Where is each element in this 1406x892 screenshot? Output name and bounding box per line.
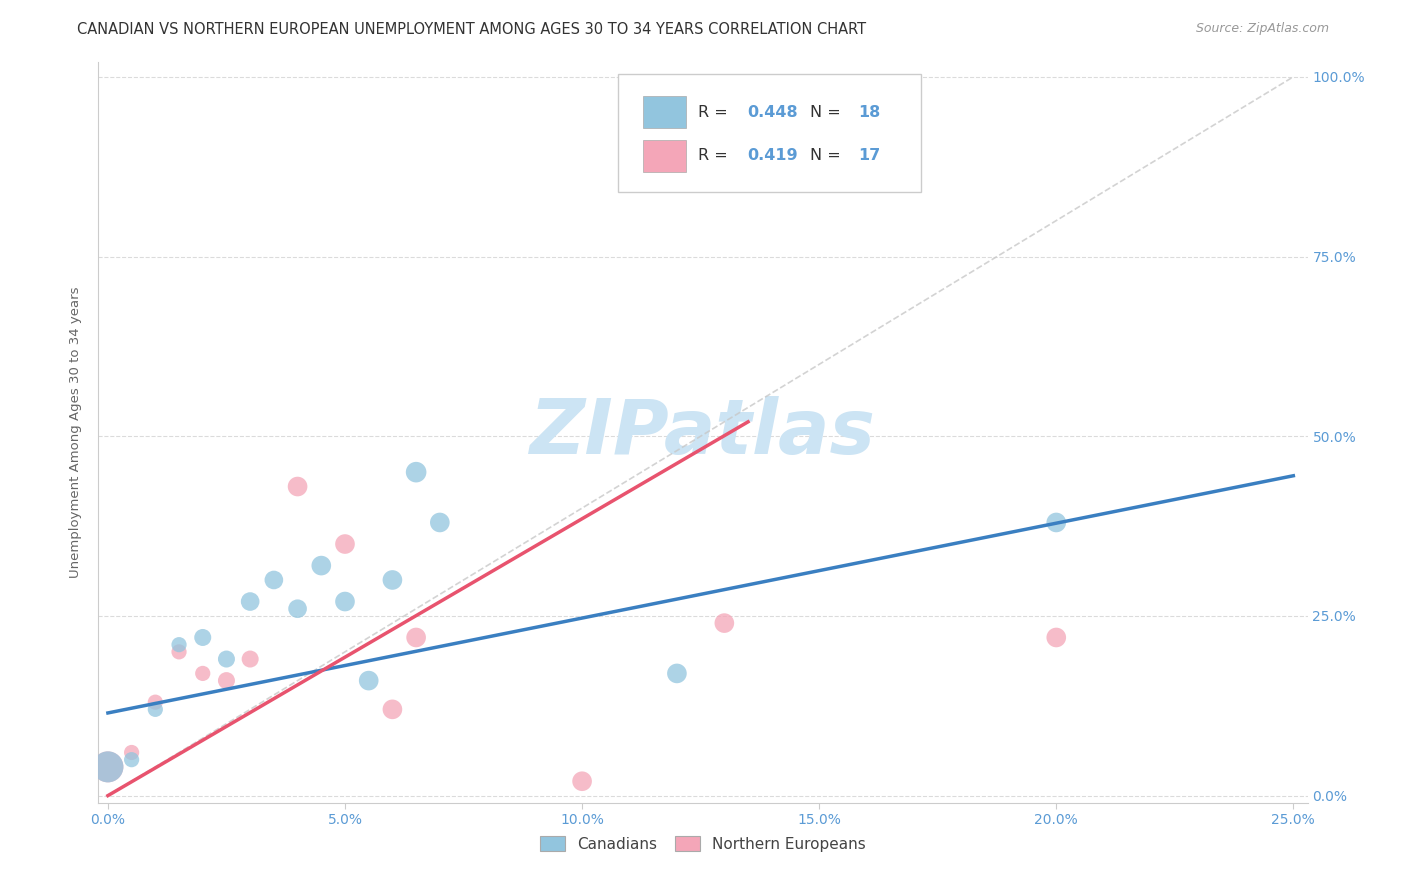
Text: R =: R =	[699, 148, 734, 163]
Legend: Canadians, Northern Europeans: Canadians, Northern Europeans	[534, 830, 872, 858]
Point	[311, 558, 333, 573]
Point	[665, 666, 688, 681]
Point	[191, 631, 214, 645]
Point	[143, 695, 166, 709]
Point	[287, 479, 309, 493]
Text: CANADIAN VS NORTHERN EUROPEAN UNEMPLOYMENT AMONG AGES 30 TO 34 YEARS CORRELATION: CANADIAN VS NORTHERN EUROPEAN UNEMPLOYME…	[77, 22, 866, 37]
Y-axis label: Unemployment Among Ages 30 to 34 years: Unemployment Among Ages 30 to 34 years	[69, 287, 83, 578]
Text: Source: ZipAtlas.com: Source: ZipAtlas.com	[1195, 22, 1329, 36]
Text: 0.448: 0.448	[747, 104, 797, 120]
Point	[713, 616, 735, 631]
Point	[1045, 631, 1067, 645]
Point	[405, 465, 427, 479]
Point	[167, 645, 190, 659]
Point	[215, 673, 238, 688]
FancyBboxPatch shape	[643, 96, 686, 128]
Text: 18: 18	[858, 104, 880, 120]
Text: 0.419: 0.419	[747, 148, 797, 163]
Point	[429, 516, 451, 530]
Point	[405, 631, 427, 645]
Point	[239, 594, 262, 608]
Point	[333, 537, 356, 551]
FancyBboxPatch shape	[643, 139, 686, 171]
Point	[121, 753, 143, 767]
Point	[381, 702, 404, 716]
Point	[381, 573, 404, 587]
Point	[191, 666, 214, 681]
Text: 17: 17	[858, 148, 880, 163]
FancyBboxPatch shape	[619, 73, 921, 192]
Point	[121, 746, 143, 760]
Point	[1045, 516, 1067, 530]
Point	[263, 573, 285, 587]
Point	[167, 638, 190, 652]
Text: N =: N =	[810, 148, 845, 163]
Point	[239, 652, 262, 666]
Text: ZIPatlas: ZIPatlas	[530, 396, 876, 469]
Point	[143, 702, 166, 716]
Point	[287, 601, 309, 615]
Text: R =: R =	[699, 104, 734, 120]
Text: N =: N =	[810, 104, 845, 120]
Point	[215, 652, 238, 666]
Point	[357, 673, 380, 688]
Point	[97, 760, 120, 774]
Point	[571, 774, 593, 789]
Point	[97, 760, 120, 774]
Point	[333, 594, 356, 608]
